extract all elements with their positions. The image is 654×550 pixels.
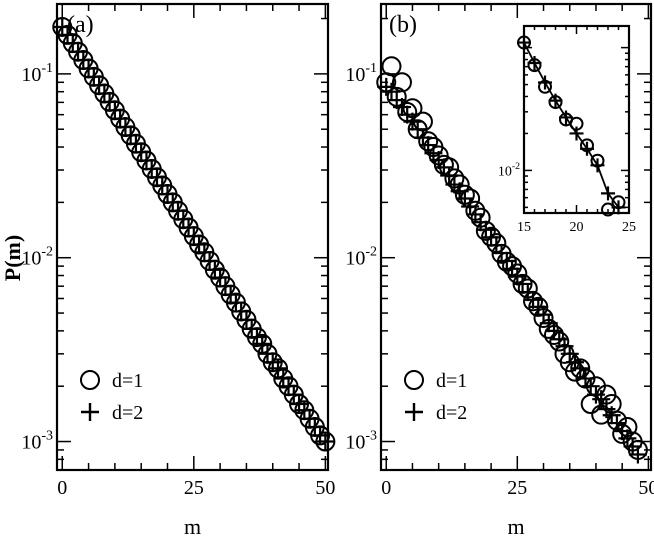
- b-point-plus: [628, 445, 647, 464]
- b-point-plus: [571, 359, 590, 378]
- b-point-plus: [592, 390, 611, 409]
- inset-point-plus: [611, 200, 626, 215]
- inset-point-plus: [590, 158, 605, 173]
- a-x-axis-label: m: [184, 514, 201, 539]
- a-point-plus: [253, 334, 272, 353]
- a-legend-label: d=2: [112, 402, 143, 424]
- b-point-plus: [440, 166, 459, 185]
- b-x-axis-label: m: [507, 514, 524, 539]
- inset-plot-frame: [522, 24, 631, 215]
- b-legend-label: d=1: [436, 370, 467, 392]
- a-point-plus: [237, 310, 256, 329]
- b-legend-label: d=2: [436, 402, 467, 424]
- y-axis-label: P(m): [0, 235, 25, 281]
- a-y-tick-label: 10-3: [21, 429, 53, 454]
- b-x-tick-label: 50: [638, 477, 654, 499]
- b-point-circle: [381, 56, 402, 77]
- a-legend-plus-marker: [81, 403, 99, 421]
- a-point-plus: [284, 385, 303, 404]
- a-x-tick-label: 25: [184, 477, 204, 499]
- b-legend: d=1d=2: [404, 370, 467, 424]
- b-point-circle: [391, 72, 412, 93]
- inset-point-plus: [538, 75, 552, 90]
- b-legend-plus-marker: [405, 403, 423, 421]
- a-x-tick-label: 0: [57, 477, 67, 499]
- b-legend-circle-marker: [404, 370, 424, 390]
- inset-point-plus: [527, 55, 542, 70]
- a-x-tick-label: 50: [315, 477, 335, 499]
- b-panel-label: (b): [389, 12, 417, 38]
- inset-point-plus: [601, 186, 615, 201]
- b-y-tick-label: 10-3: [345, 429, 377, 454]
- b-series-d2: [377, 77, 647, 464]
- b-x-tick-label: 0: [381, 477, 391, 499]
- b-y-tick-label: 10-1: [345, 61, 377, 86]
- inset-point-plus: [580, 141, 594, 156]
- inset-point-plus: [548, 93, 563, 108]
- inset-point-plus: [517, 35, 531, 50]
- a-legend: d=1d=2: [80, 370, 143, 424]
- inset-d2-line: [523, 42, 620, 208]
- inset-x-tick-label: 15: [517, 220, 531, 235]
- inset-y-tick-label: 10-2: [498, 161, 520, 179]
- a-y-tick-label: 10-1: [21, 61, 53, 86]
- inset-series-d2: [517, 35, 626, 215]
- panel-b-inset: 15 20 25 10-2: [498, 24, 636, 235]
- a-legend-circle-marker: [80, 370, 100, 390]
- inset-point-circle: [601, 202, 615, 217]
- a-legend-label: d=1: [112, 370, 143, 392]
- a-series-d2: [53, 17, 335, 451]
- inset-point-plus: [559, 110, 573, 125]
- inset-point-plus: [569, 126, 584, 141]
- inset-x-tick-label: 25: [622, 220, 636, 235]
- a-y-tick-label: 10-2: [21, 245, 53, 270]
- b-x-tick-label: 25: [507, 477, 527, 499]
- a-point-plus: [316, 432, 335, 451]
- a-point-plus: [269, 359, 288, 378]
- inset-x-tick-label: 20: [570, 220, 584, 235]
- b-y-tick-label: 10-2: [345, 245, 377, 270]
